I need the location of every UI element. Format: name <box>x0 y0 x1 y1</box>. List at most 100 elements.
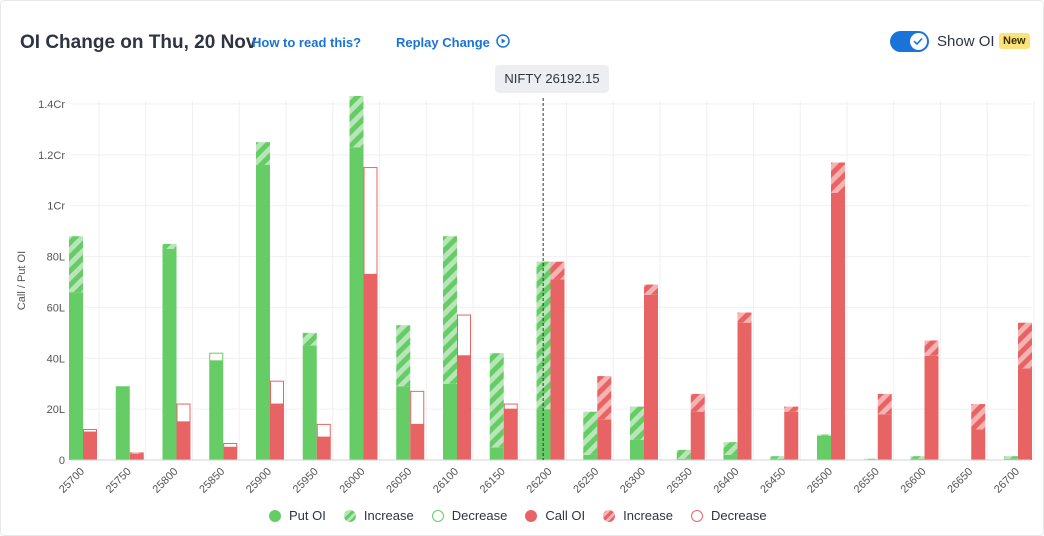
y-axis-label: Call / Put OI <box>16 251 28 310</box>
x-tick-label: 26050 <box>384 466 414 496</box>
call-oi-bar <box>737 322 752 460</box>
show-oi-toggle[interactable] <box>890 31 929 52</box>
put-oi-bar <box>69 292 83 460</box>
x-tick-label: 25700 <box>57 466 87 496</box>
put-oi-bar <box>115 386 130 460</box>
call-increase-bar <box>644 284 658 295</box>
put-increase-bar <box>863 458 878 460</box>
put-oi-bar <box>817 435 831 460</box>
put-increase-bar <box>770 456 785 459</box>
call-oi-bar <box>971 429 986 460</box>
x-tick-label: 25850 <box>197 466 227 496</box>
x-tick-label: 26450 <box>758 466 788 496</box>
call-oi-bar <box>1018 368 1032 460</box>
legend-item[interactable]: Decrease <box>431 508 508 523</box>
call-oi-bar <box>83 432 97 460</box>
call-decrease-bar <box>223 442 238 448</box>
call-increase-bar <box>784 406 799 412</box>
put-increase-bar <box>396 325 411 387</box>
legend-label: Call OI <box>545 508 586 523</box>
x-tick-label: 26500 <box>805 466 835 496</box>
put-increase-bar <box>489 353 504 448</box>
put-oi-bar <box>209 360 224 460</box>
put-oi-bar <box>1004 458 1018 460</box>
call-increase-bar <box>1018 322 1032 369</box>
put-oi-bar <box>443 383 457 460</box>
check-icon <box>913 37 923 46</box>
how-to-read-link[interactable]: How to read this? <box>252 35 362 50</box>
call-oi-bar <box>550 279 565 460</box>
legend-label: Increase <box>363 508 414 523</box>
legend-swatch-icon <box>525 509 538 522</box>
call-increase-bar <box>129 452 144 454</box>
x-tick-label: 26250 <box>571 466 601 496</box>
call-oi-bar <box>503 409 518 460</box>
legend-swatch-icon <box>431 509 444 522</box>
call-decrease-bar <box>457 314 471 357</box>
legend-swatch-icon <box>269 509 281 522</box>
x-tick-label: 26000 <box>338 466 368 496</box>
put-oi-bar <box>162 248 177 460</box>
put-increase-bar <box>69 236 83 293</box>
legend-item[interactable]: Increase <box>603 508 673 523</box>
put-increase-bar <box>443 236 457 384</box>
call-decrease-bar <box>503 403 518 410</box>
x-tick-label: 26150 <box>478 466 508 496</box>
call-increase-bar <box>737 312 752 323</box>
legend-item[interactable]: Increase <box>343 508 414 523</box>
x-tick-label: 26200 <box>525 466 555 496</box>
call-oi-bar <box>363 274 378 460</box>
call-oi-bar <box>690 411 705 460</box>
call-increase-bar <box>924 340 939 356</box>
legend-label: Decrease <box>451 508 508 523</box>
x-tick-label: 26700 <box>992 466 1022 496</box>
call-decrease-bar <box>363 167 378 275</box>
call-oi-bar <box>877 414 892 460</box>
y-tick-label: 0 <box>59 455 65 467</box>
put-oi-bar <box>723 454 738 460</box>
put-increase-bar <box>256 142 270 166</box>
legend-label: Increase <box>623 508 673 523</box>
call-decrease-bar <box>83 428 97 433</box>
chart-legend: Put OI Increase Decrease Call OI Increase Dec… <box>269 508 785 523</box>
call-oi-bar <box>597 419 612 460</box>
call-oi-bar <box>644 294 658 460</box>
x-tick-label: 26650 <box>945 466 975 496</box>
x-tick-label: 25750 <box>104 466 134 496</box>
new-badge: New <box>999 33 1030 49</box>
put-oi-bar <box>302 345 317 460</box>
legend-item[interactable]: Decrease <box>690 508 767 523</box>
call-oi-bar <box>129 453 144 460</box>
y-tick-label: 1.4Cr <box>38 99 65 111</box>
x-tick-label: 26300 <box>618 466 648 496</box>
y-tick-label: 40L <box>47 353 65 365</box>
call-increase-bar <box>831 162 845 193</box>
legend-label: Put OI <box>289 508 326 523</box>
put-oi-bar <box>770 458 785 460</box>
call-oi-bar <box>316 437 331 460</box>
legend-swatch-icon <box>603 509 616 522</box>
put-oi-bar <box>256 165 270 460</box>
put-oi-bar <box>583 454 598 460</box>
call-oi-bar <box>270 404 284 460</box>
put-oi-bar <box>489 447 504 460</box>
call-oi-bar <box>410 424 425 460</box>
play-circle-icon[interactable] <box>496 34 510 48</box>
put-increase-bar <box>162 243 177 249</box>
legend-item[interactable]: Put OI <box>269 508 326 523</box>
put-decrease-bar <box>209 352 224 362</box>
call-decrease-bar <box>410 390 425 425</box>
put-oi-bar <box>349 147 364 460</box>
y-tick-label: 20L <box>47 404 65 416</box>
call-oi-bar <box>176 421 191 460</box>
page-title: OI Change on Thu, 20 Nov <box>20 32 257 53</box>
put-increase-bar <box>723 442 738 455</box>
put-oi-bar <box>910 458 925 460</box>
put-increase-bar <box>910 456 925 459</box>
x-tick-label: 26550 <box>852 466 882 496</box>
put-oi-bar <box>676 458 691 460</box>
replay-change-button[interactable]: Replay Change <box>396 35 490 50</box>
legend-item[interactable]: Call OI <box>525 508 585 523</box>
call-increase-bar <box>550 261 565 280</box>
